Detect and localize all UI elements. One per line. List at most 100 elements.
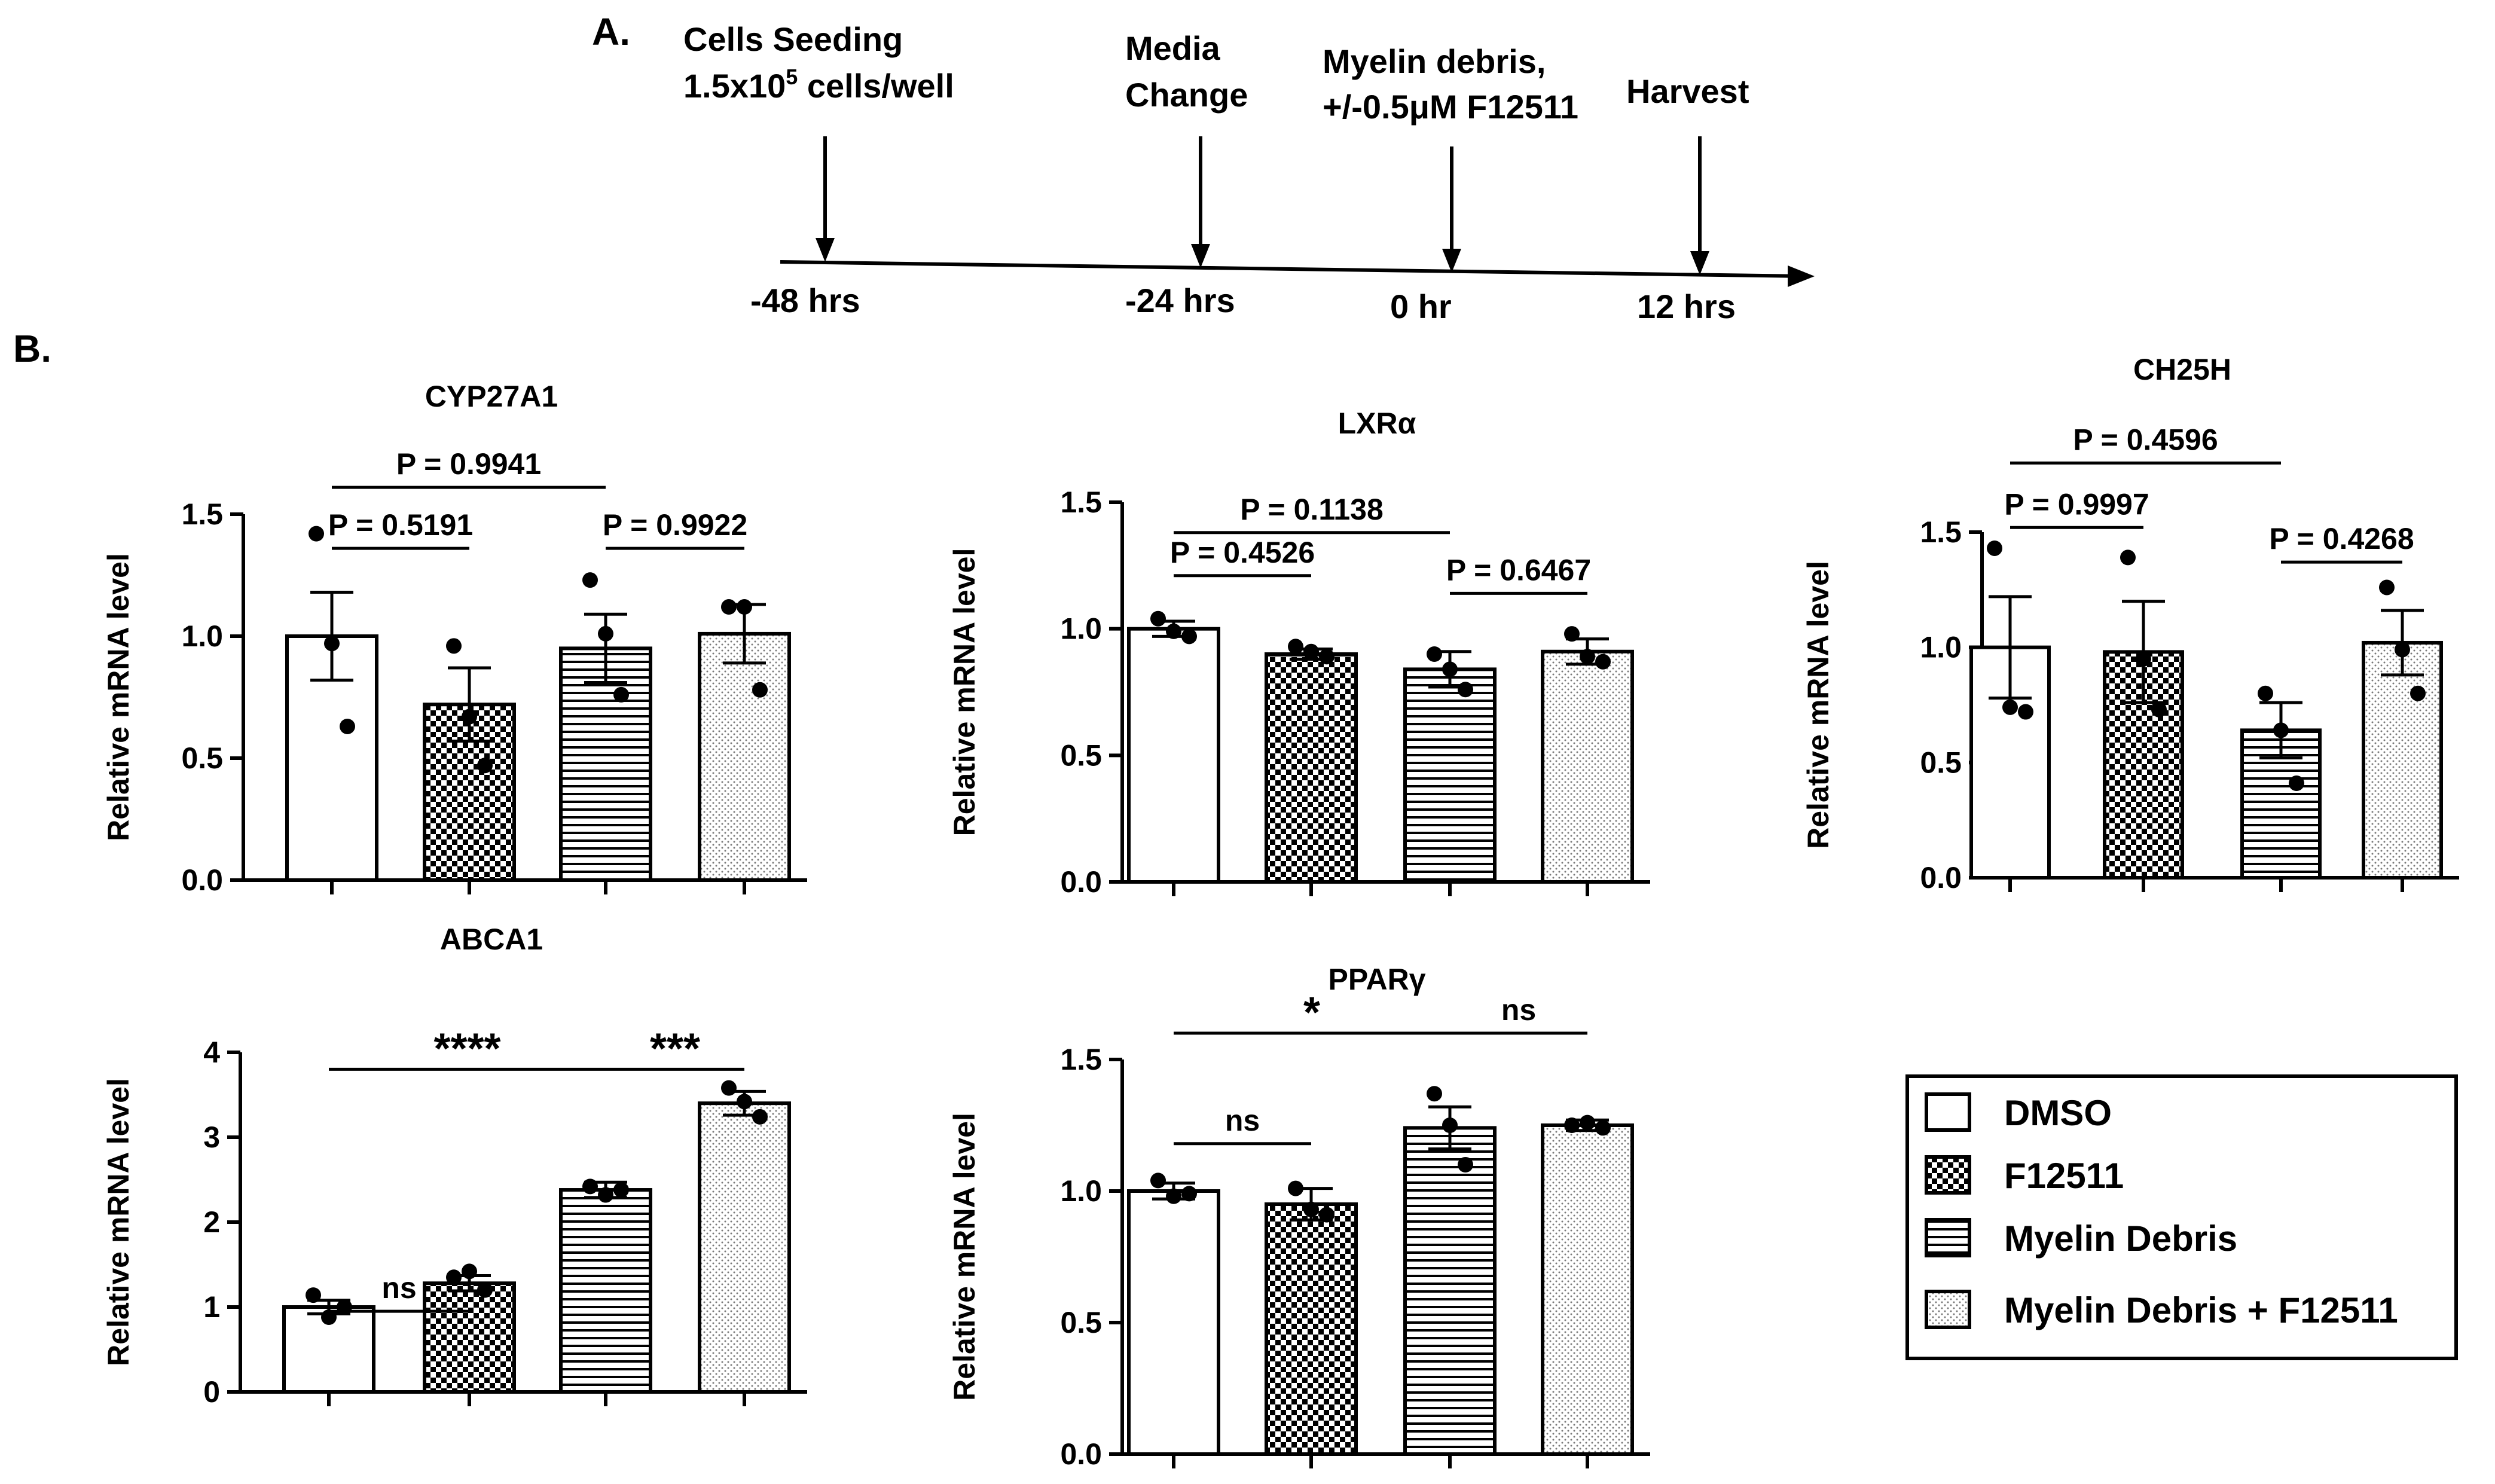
data-point — [1564, 1117, 1580, 1133]
comparison-label: **** — [433, 1025, 500, 1073]
data-point — [737, 599, 752, 615]
data-point — [613, 686, 629, 703]
legend-swatch-myelin-f12511 — [1925, 1290, 1971, 1329]
bar — [698, 1101, 791, 1394]
y-tick-label: 0.5 — [181, 741, 223, 775]
panel-label-a: A. — [592, 10, 630, 53]
y-tick-label: 1.5 — [1060, 485, 1102, 519]
data-point — [1150, 1172, 1166, 1189]
legend-label-dmso: DMSO — [2004, 1093, 2112, 1133]
y-tick-label: 0.0 — [1060, 1437, 1102, 1471]
data-point — [306, 1287, 321, 1303]
data-point — [2289, 775, 2304, 792]
comparison-label: * — [1303, 989, 1320, 1037]
data-point — [446, 638, 462, 654]
bar — [2362, 640, 2443, 880]
comparison-label: P = 0.1138 — [1240, 493, 1384, 526]
data-point — [1442, 1117, 1458, 1133]
time-12: 12 hrs — [1637, 288, 1736, 325]
data-point — [1288, 639, 1303, 655]
chart-cyp27a1: CYP27A1 Relative mRNA level 0.0 0.5 1.0 1.5 P … — [102, 380, 807, 897]
chart-title: CYP27A1 — [425, 380, 558, 413]
y-tick-label: 0.5 — [1920, 746, 1962, 779]
comparison-label: P = 0.9922 — [603, 508, 747, 542]
data-point — [321, 1309, 337, 1326]
data-point — [1288, 1180, 1303, 1196]
legend-label-f12511: F12511 — [2004, 1156, 2124, 1196]
data-point — [582, 1178, 598, 1195]
data-point — [1458, 1157, 1473, 1172]
y-tick-label: 1.5 — [1920, 515, 1962, 549]
time-minus48: -48 hrs — [750, 282, 860, 319]
data-point — [1595, 654, 1611, 670]
timeline-arrowhead-seeding — [816, 238, 835, 262]
data-point — [2136, 651, 2151, 667]
legend-swatch-f12511 — [1925, 1155, 1971, 1195]
data-point — [1458, 682, 1473, 698]
chart-pparg: PPARγ Relative mRNA level 0.0 0.5 1.0 1.5 ns * n… — [948, 963, 1650, 1471]
data-point — [582, 572, 598, 588]
bar — [1127, 627, 1220, 884]
data-point — [721, 1080, 737, 1096]
timeline-arrowhead — [1788, 265, 1815, 287]
data-point — [462, 709, 477, 725]
time-zero: 0 hr — [1390, 288, 1452, 325]
chart-lxra: LXRα Relative mRNA level 0.0 0.5 1.0 1.5 P = 0… — [948, 407, 1650, 899]
y-tick-label: 0.0 — [181, 863, 223, 897]
legend: DMSO F12511 Myelin Debris Myelin Debris … — [1905, 1074, 2458, 1360]
y-tick-label: 1.0 — [181, 619, 223, 653]
y-tick-label: 1.5 — [1060, 1043, 1102, 1076]
data-point — [598, 625, 613, 642]
legend-swatch-myelin — [1925, 1218, 1971, 1257]
data-point — [2018, 704, 2033, 720]
data-point — [2151, 701, 2167, 717]
data-point — [1595, 1120, 1611, 1136]
comparison-label: P = 0.6467 — [1446, 553, 1591, 587]
event-seeding-line2: 1.5x105 cells/well — [683, 65, 954, 105]
bar — [1403, 667, 1497, 884]
bar — [1127, 1189, 1220, 1456]
legend-label-myelin-f12511: Myelin Debris + F12511 — [2004, 1290, 2398, 1330]
bar — [559, 1188, 652, 1394]
data-point — [1150, 610, 1166, 627]
y-tick-label: 1.5 — [181, 497, 223, 531]
data-point — [1442, 661, 1458, 677]
comparison-label: P = 0.4596 — [2073, 423, 2218, 456]
comparison-label: P = 0.4526 — [1170, 536, 1315, 569]
data-point — [2395, 642, 2410, 658]
chart-ch25h: CH25H Relative mRNA level 0.0 0.5 1.0 1.5 P = … — [1801, 353, 2459, 894]
data-point — [1166, 1188, 1181, 1204]
y-tick-label: 2 — [203, 1205, 220, 1239]
chart-title: LXRα — [1338, 407, 1416, 440]
y-axis-label: Relative mRNA level — [102, 1078, 135, 1366]
data-point — [2410, 685, 2426, 701]
legend-box — [1905, 1074, 2458, 1360]
data-point — [752, 1109, 768, 1125]
bar — [559, 646, 652, 883]
comparison-label: ns — [1501, 993, 1536, 1027]
data-point — [613, 1182, 629, 1198]
chart-title: PPARγ — [1328, 963, 1425, 996]
data-point — [462, 1263, 477, 1280]
data-point — [477, 1282, 493, 1298]
event-seeding-line1: Cells Seeding — [683, 20, 903, 58]
event-media-line1: Media — [1125, 29, 1221, 67]
data-point — [2002, 699, 2018, 715]
data-point — [598, 1187, 613, 1203]
data-point — [1580, 1114, 1595, 1131]
y-tick-label: 0.0 — [1920, 861, 1962, 894]
y-tick-label: 1.0 — [1060, 1174, 1102, 1208]
comparison-label: P = 0.9941 — [396, 447, 541, 481]
legend-label-myelin: Myelin Debris — [2004, 1219, 2237, 1259]
timeline-arrowhead-media — [1191, 244, 1210, 268]
bar — [1403, 1126, 1497, 1456]
data-point — [446, 1269, 462, 1285]
timeline: Cells Seeding 1.5x105 cells/well Media C… — [683, 20, 1815, 325]
event-harvest-line1: Harvest — [1626, 72, 1749, 110]
y-tick-label: 1 — [203, 1290, 220, 1324]
time-minus24: -24 hrs — [1125, 282, 1235, 319]
y-tick-label: 0.0 — [1060, 865, 1102, 899]
data-point — [309, 526, 324, 542]
event-debris-line1: Myelin debris, — [1323, 42, 1546, 80]
comparison-label: *** — [650, 1025, 700, 1073]
